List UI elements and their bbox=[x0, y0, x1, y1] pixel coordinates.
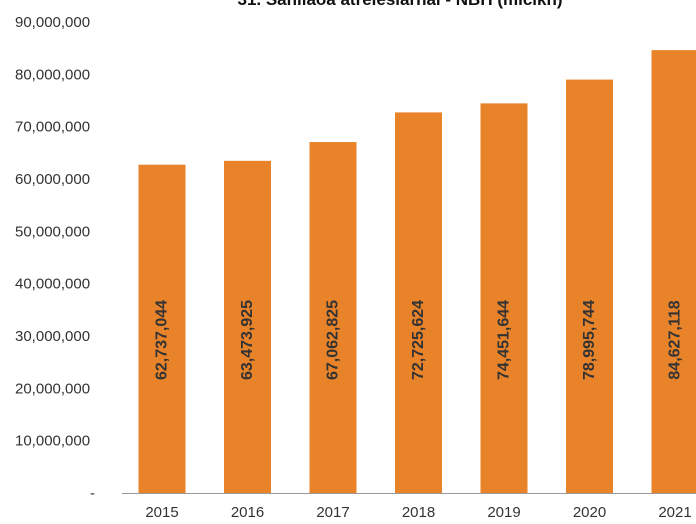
y-tick-label: 40,000,000 bbox=[15, 276, 90, 293]
bar-2015 bbox=[138, 164, 186, 493]
bar-value-label: 78,995,744 bbox=[581, 300, 598, 380]
bar-2019 bbox=[480, 103, 528, 494]
bar-value-label: 62,737,044 bbox=[154, 300, 171, 380]
bar-value-label: 84,627,118 bbox=[667, 300, 684, 379]
chart-title: 31. Sanliaoa atrelesiarnai - NBH (micikn… bbox=[237, 0, 562, 9]
x-tick-label: 2015 bbox=[145, 504, 178, 521]
x-axis: 2015 2016 2017 2018 2019 2020 2021 bbox=[122, 493, 696, 521]
bar-2018 bbox=[395, 112, 442, 494]
y-tick-label: 90,000,000 bbox=[15, 14, 90, 31]
bar-value-label: 63,473,925 bbox=[239, 300, 256, 380]
x-tick-label: 2017 bbox=[316, 504, 349, 521]
y-tick-label: 50,000,000 bbox=[15, 223, 90, 240]
bar-2017 bbox=[309, 142, 357, 493]
y-tick-label: 10,000,000 bbox=[15, 433, 90, 450]
bar-2016 bbox=[224, 160, 271, 493]
bar-value-label: 74,451,644 bbox=[496, 300, 513, 380]
x-tick-label: 2019 bbox=[487, 504, 520, 521]
y-tick-label: 20,000,000 bbox=[15, 380, 90, 397]
y-tick-label: 70,000,000 bbox=[15, 119, 90, 136]
x-tick-label: 2018 bbox=[402, 504, 435, 521]
y-axis: - 10,000,000 20,000,000 30,000,000 40,000,00… bbox=[15, 14, 95, 502]
bars: 62,737,044 63,473,925 67,062,825 72,725,624… bbox=[138, 50, 696, 494]
x-tick-label: 2020 bbox=[573, 504, 606, 521]
y-tick-label: 30,000,000 bbox=[15, 328, 90, 345]
bar-value-label: 67,062,825 bbox=[325, 300, 342, 380]
y-tick-label: 80,000,000 bbox=[15, 66, 90, 83]
x-tick-label: 2021 bbox=[658, 504, 691, 521]
y-tick-label: 60,000,000 bbox=[15, 171, 90, 188]
bar-value-label: 72,725,624 bbox=[410, 300, 427, 380]
bar-2020 bbox=[566, 79, 613, 494]
x-tick-label: 2016 bbox=[231, 504, 264, 521]
bar-2021 bbox=[651, 50, 696, 494]
y-tick-label: - bbox=[90, 485, 95, 502]
